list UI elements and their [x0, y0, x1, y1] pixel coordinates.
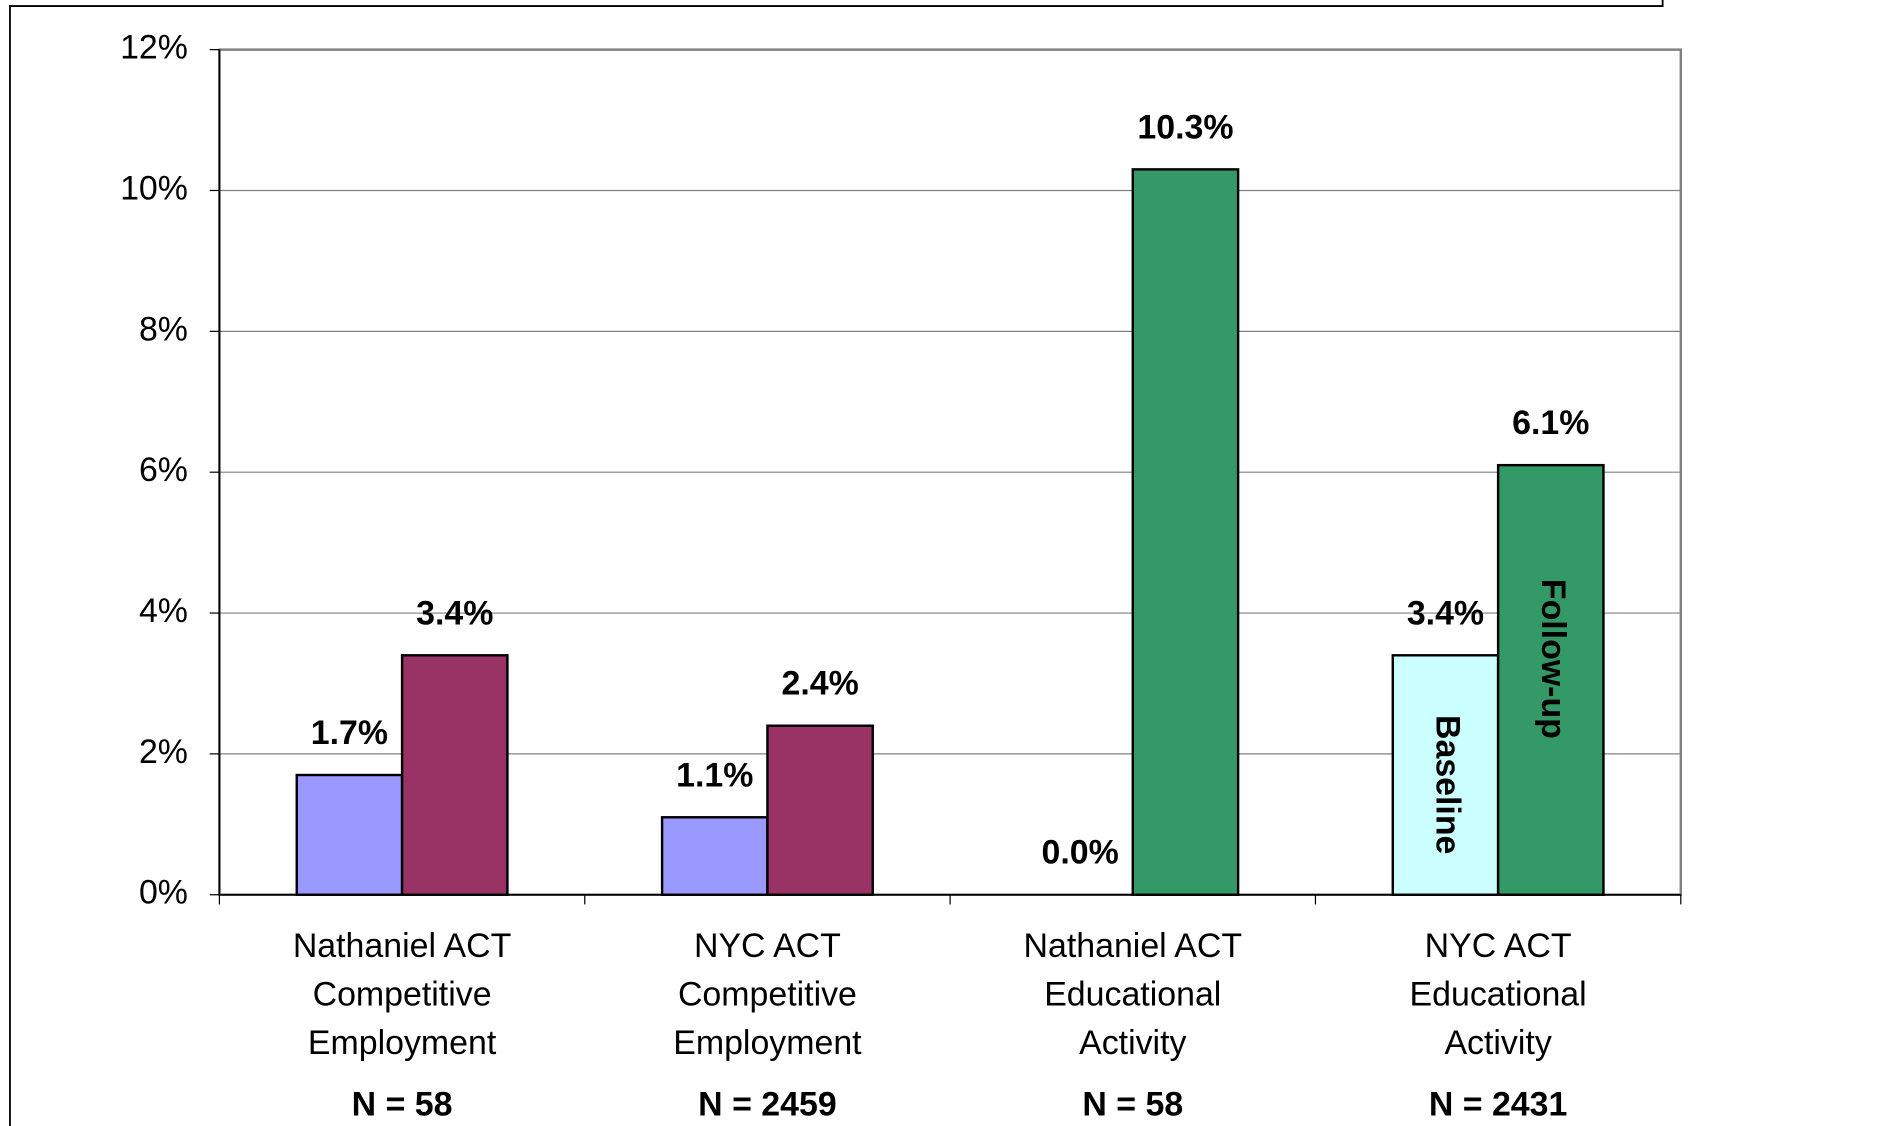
- value-label: 2.4%: [781, 665, 858, 703]
- x-tick-label-line: Activity: [1444, 1024, 1551, 1062]
- y-tick-label: 2%: [139, 733, 188, 771]
- value-label: 6.1%: [1512, 404, 1589, 442]
- x-tick-label-line: Competitive: [678, 975, 857, 1013]
- value-label: 3.4%: [1407, 594, 1484, 632]
- value-label: 0.0%: [1041, 834, 1118, 872]
- x-tick-label: Nathaniel ACT Educational Activity: [1024, 927, 1243, 1062]
- annotation: N = 2459: [698, 1086, 837, 1124]
- y-tick-label: 8%: [139, 310, 188, 348]
- x-tick-label-line: Employment: [308, 1024, 497, 1062]
- legend-label: Baseline: [1429, 715, 1467, 854]
- annotation: N = 58: [1082, 1086, 1183, 1124]
- value-label: 1.7%: [311, 714, 388, 752]
- annotation: N = 2431: [1429, 1086, 1568, 1124]
- x-tick-label-line: Educational: [1410, 975, 1587, 1013]
- value-label: 3.4%: [416, 594, 493, 632]
- x-tick-label-line: Activity: [1079, 1024, 1186, 1062]
- frame: [9, 0, 1664, 1126]
- x-tick-label-line: NYC ACT: [694, 927, 841, 965]
- bar: [1391, 654, 1500, 896]
- value-label: 10.3%: [1137, 108, 1233, 146]
- y-tick-label: 0%: [139, 874, 188, 912]
- x-tick-label-line: Educational: [1044, 975, 1221, 1013]
- legend-label: Follow-up: [1534, 579, 1572, 739]
- x-tick-label: Nathaniel ACT Competitive Employment: [293, 927, 512, 1062]
- x-tick-label-line: NYC ACT: [1425, 927, 1572, 965]
- bar: [295, 773, 404, 896]
- y-tick-label: 6%: [139, 451, 188, 489]
- bar: [766, 724, 874, 896]
- x-tick-label-line: Nathaniel ACT: [1024, 927, 1243, 965]
- y-tick-label: 10%: [120, 169, 188, 207]
- bar: [660, 816, 769, 896]
- x-tick-label: NYC ACT Educational Activity: [1410, 927, 1587, 1062]
- y-tick-label: 4%: [139, 592, 188, 630]
- bar: [1496, 463, 1605, 896]
- bar: [400, 654, 509, 896]
- x-tick-label: NYC ACT Competitive Employment: [673, 927, 862, 1062]
- x-tick-label-line: Employment: [673, 1024, 862, 1062]
- annotation: N = 58: [352, 1086, 453, 1124]
- x-tick-label-line: Competitive: [313, 975, 492, 1013]
- value-label: 1.1%: [676, 756, 753, 794]
- y-tick-label: 12%: [120, 29, 188, 67]
- bar: [1131, 168, 1240, 896]
- x-tick-label-line: Nathaniel ACT: [293, 927, 512, 965]
